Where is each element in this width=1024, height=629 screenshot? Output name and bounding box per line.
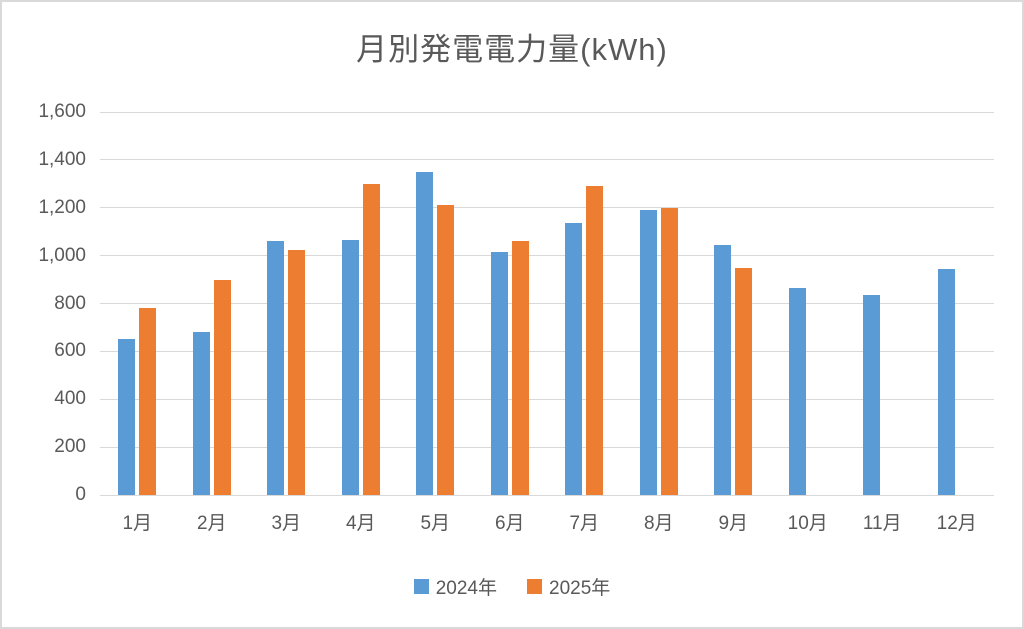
bar-2025年-4月[interactable] <box>362 183 380 495</box>
y-tick-label: 200 <box>54 436 86 458</box>
x-tick-label-6月: 6月 <box>494 513 525 534</box>
x-tick-label-2月: 2月 <box>196 513 227 534</box>
bar-2024年-4月[interactable] <box>341 240 359 495</box>
bar-2025年-2月[interactable] <box>213 279 231 495</box>
x-tick-label-8月: 8月 <box>643 513 674 534</box>
bars-layer <box>100 112 994 495</box>
gridline <box>100 111 994 113</box>
y-tick-label: 1,000 <box>38 244 86 266</box>
legend: 2024年 2025年 <box>2 573 1022 600</box>
bar-group-12月 <box>920 112 995 495</box>
gridlines <box>100 111 994 496</box>
y-tick-label: 800 <box>54 292 86 314</box>
bar-2024年-6月[interactable] <box>490 252 508 495</box>
x-tick-label-4月: 4月 <box>345 513 376 534</box>
bar-2025年-9月[interactable] <box>735 267 753 495</box>
bar-group-1月 <box>100 112 175 495</box>
gridline <box>100 494 994 496</box>
bar-2024年-1月[interactable] <box>118 339 136 495</box>
bar-group-9月 <box>696 112 771 495</box>
chart-title: 月別発電電力量(kWh) <box>356 32 668 67</box>
x-tick-label-11月: 11月 <box>862 513 902 534</box>
bar-group-5月 <box>398 112 473 495</box>
legend-item-2025年[interactable]: 2025年 <box>527 573 610 600</box>
x-tick-label-12月: 12月 <box>936 513 977 534</box>
bar-2024年-12月[interactable] <box>937 268 955 495</box>
bar-2024年-2月[interactable] <box>192 332 210 495</box>
bar-2025年-5月[interactable] <box>437 205 455 495</box>
bar-2024年-7月[interactable] <box>565 223 583 495</box>
gridline <box>100 446 994 448</box>
x-tick-label-9月: 9月 <box>718 513 749 534</box>
bar-2025年-3月[interactable] <box>288 249 306 495</box>
bar-2024年-9月[interactable] <box>714 244 732 495</box>
bar-group-7月 <box>547 112 622 495</box>
bar-group-8月 <box>622 112 697 495</box>
x-axis: 1月 2月 3月 4月 5月 6月 7月 8月 9月 10月 11月 12月 <box>100 508 994 535</box>
legend-swatch-icon <box>413 579 429 594</box>
bar-group-6月 <box>473 112 548 495</box>
gridline <box>100 398 994 400</box>
bar-group-2月 <box>175 112 250 495</box>
bar-group-10月 <box>771 112 846 495</box>
bar-group-4月 <box>324 112 399 495</box>
y-tick-label: 0 <box>75 484 86 505</box>
x-tick-label-1月: 1月 <box>122 513 153 534</box>
y-tick-label: 1,200 <box>38 196 86 218</box>
bar-2024年-5月[interactable] <box>416 171 434 495</box>
legend-swatch-icon <box>527 579 542 594</box>
legend-item-2024年[interactable]: 2024年 <box>413 573 497 600</box>
gridline <box>100 255 994 257</box>
bar-2024年-8月[interactable] <box>639 210 657 495</box>
x-tick-label-7月: 7月 <box>569 513 600 534</box>
y-tick-label: 1,600 <box>38 101 86 122</box>
gridline <box>100 207 994 209</box>
gridline <box>100 159 994 161</box>
x-tick-label-10月: 10月 <box>787 513 828 534</box>
bar-group-3月 <box>249 112 324 495</box>
y-tick-label: 600 <box>54 340 86 362</box>
plot-area <box>100 111 994 496</box>
gridline <box>100 350 994 352</box>
gridline <box>100 303 994 304</box>
bar-2024年-10月[interactable] <box>788 287 806 495</box>
legend-label: 2025年 <box>549 578 611 599</box>
bar-2024年-3月[interactable] <box>267 241 285 495</box>
y-axis: 0 200 400 600 800 1,000 1,200 1,400 1,600 <box>2 102 86 505</box>
bar-2025年-6月[interactable] <box>511 241 529 495</box>
bar-2025年-7月[interactable] <box>586 186 604 495</box>
bar-2024年-11月[interactable] <box>863 295 881 495</box>
x-tick-label-3月: 3月 <box>271 513 302 534</box>
y-tick-label: 1,400 <box>38 148 86 170</box>
bar-2025年-1月[interactable] <box>139 308 157 495</box>
bar-2025年-8月[interactable] <box>660 207 678 495</box>
x-tick-label-5月: 5月 <box>420 513 451 534</box>
bar-group-11月 <box>845 112 920 495</box>
legend-label: 2024年 <box>435 578 497 599</box>
y-tick-label: 400 <box>54 388 86 410</box>
